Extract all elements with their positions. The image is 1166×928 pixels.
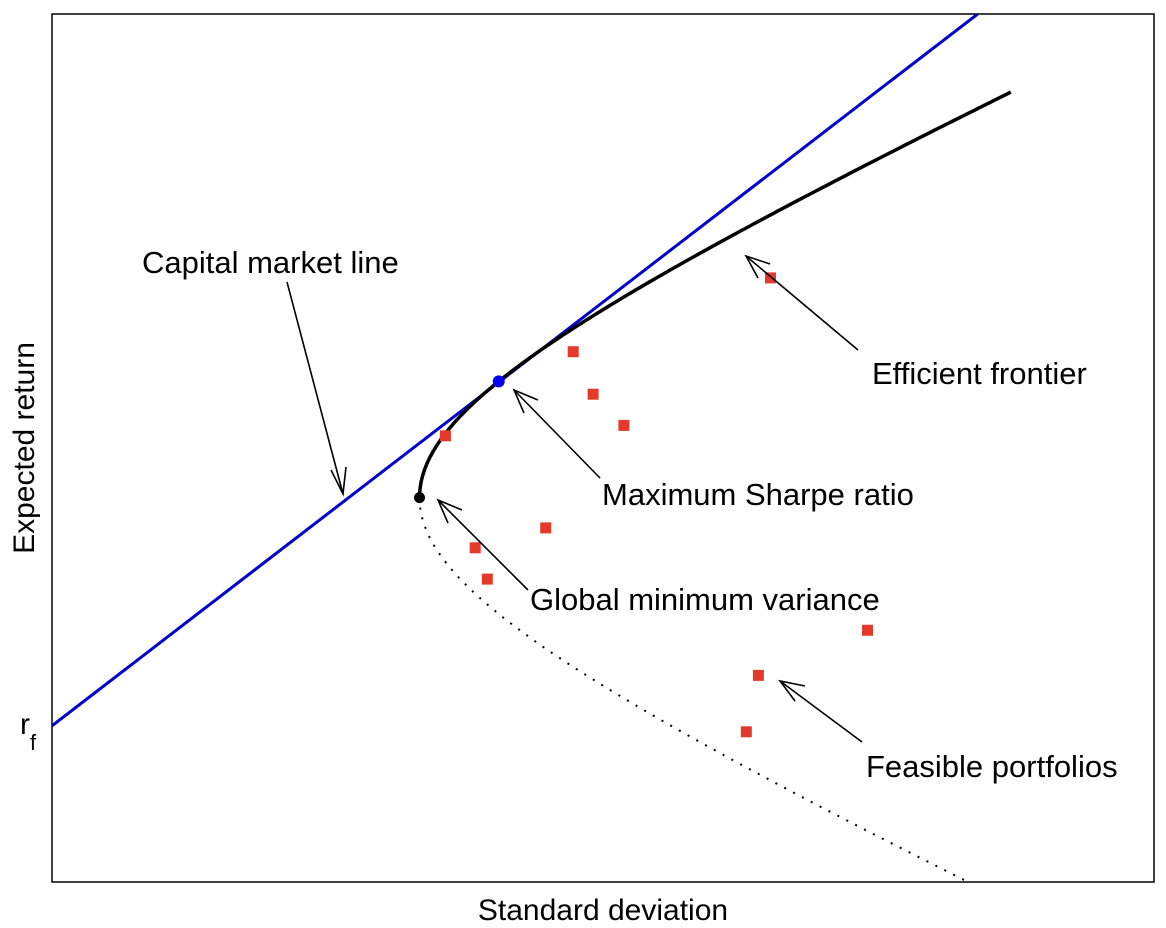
label-capital-market-line: Capital market line: [142, 245, 399, 280]
feasible-portfolio-point-8: [752, 669, 764, 681]
feasible-portfolio-points: [439, 272, 873, 738]
rf-label: rf: [20, 708, 37, 755]
maximum-sharpe-point: [492, 375, 505, 388]
label-efficient-frontier: Efficient frontier: [872, 356, 1087, 391]
feasible-portfolio-point-5: [587, 388, 599, 400]
arrow-efficient-frontier: [745, 255, 859, 351]
y-axis-label: Expected return: [8, 342, 41, 554]
label-global-minimum-variance: Global minimum variance: [530, 582, 880, 617]
label-maximum-sharpe-ratio: Maximum Sharpe ratio: [602, 477, 914, 512]
x-axis-label: Standard deviation: [478, 894, 728, 927]
rf-label-sub: f: [30, 730, 37, 755]
arrow-global-minimum-variance: [437, 499, 529, 591]
arrowhead-efficient-frontier: [744, 254, 771, 279]
arrowhead-global-minimum-variance: [436, 498, 463, 524]
label-feasible-portfolios: Feasible portfolios: [866, 749, 1118, 784]
global-minimum-variance-point: [414, 492, 426, 504]
feasible-portfolio-point-3: [540, 522, 552, 534]
feasible-portfolio-point-0: [439, 430, 451, 442]
rf-label-main: r: [20, 708, 30, 741]
feasible-portfolio-point-9: [765, 272, 776, 284]
feasible-portfolio-point-10: [862, 624, 873, 636]
plot-frame: [51, 13, 1155, 883]
annotation-arrows: [286, 254, 863, 743]
arrow-feasible-portfolios: [779, 680, 863, 743]
efficient-frontier-line: [417, 90, 1012, 498]
feasible-portfolio-point-6: [618, 419, 630, 431]
arrowhead-maximum-sharpe: [512, 388, 539, 414]
feasible-portfolio-point-4: [567, 346, 579, 358]
feasible-portfolio-point-2: [481, 573, 493, 585]
feasible-portfolio-point-1: [469, 542, 481, 554]
arrowhead-feasible-portfolios: [778, 679, 806, 702]
arrow-maximum-sharpe: [513, 389, 601, 479]
arrow-capital-market-line: [286, 281, 344, 495]
feasible-portfolio-point-7: [740, 726, 752, 738]
arrowhead-capital-market-line: [330, 466, 347, 497]
